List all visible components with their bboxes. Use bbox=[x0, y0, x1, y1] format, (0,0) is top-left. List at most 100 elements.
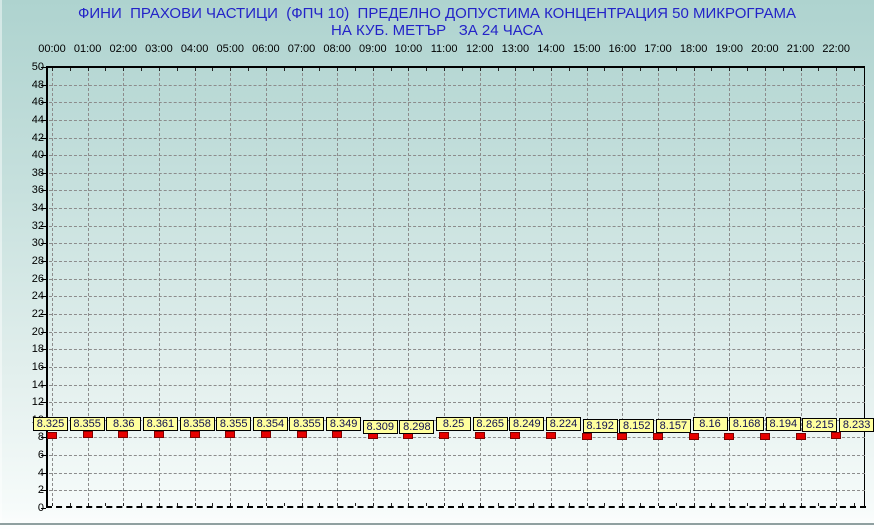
horizontal-gridline bbox=[49, 243, 865, 245]
bottom-axis-minor-tick bbox=[604, 503, 606, 506]
top-axis-minor-tick bbox=[194, 68, 196, 71]
data-value-label: 8.157 bbox=[655, 419, 691, 433]
y-axis-tick bbox=[41, 190, 46, 192]
vertical-gridline bbox=[551, 68, 553, 506]
y-tick-label: 32 bbox=[31, 219, 44, 232]
bottom-axis-minor-tick bbox=[551, 503, 553, 506]
horizontal-gridline bbox=[49, 313, 865, 315]
top-axis-minor-tick bbox=[568, 68, 570, 71]
top-axis-minor-tick bbox=[800, 68, 802, 71]
horizontal-gridline bbox=[49, 384, 865, 386]
top-axis-minor-tick bbox=[551, 68, 553, 71]
data-point-marker bbox=[474, 432, 485, 440]
x-tick-label: 11:00 bbox=[430, 43, 458, 55]
y-tick-label: 4 bbox=[8, 467, 44, 479]
y-tick-label: 12 bbox=[31, 396, 44, 409]
vertical-gridline bbox=[515, 68, 517, 506]
bottom-axis-minor-tick bbox=[248, 503, 250, 506]
vertical-gridline bbox=[444, 68, 446, 506]
chart-title: ФИНИ ПРАХОВИ ЧАСТИЦИ (ФПЧ 10) ПРЕДЕЛНО Д… bbox=[0, 5, 874, 39]
horizontal-gridline bbox=[49, 366, 865, 368]
horizontal-gridline bbox=[49, 455, 865, 457]
data-value-label: 8.215 bbox=[802, 418, 838, 432]
vertical-gridline bbox=[158, 68, 160, 506]
y-tick-label: 8 bbox=[8, 431, 44, 443]
x-tick-label: 20:00 bbox=[751, 43, 779, 55]
bottom-axis-minor-tick bbox=[87, 503, 89, 506]
vertical-gridline bbox=[408, 68, 410, 506]
bottom-axis-minor-tick bbox=[194, 503, 196, 506]
data-point-marker bbox=[759, 432, 770, 440]
data-value-label: 8.168 bbox=[729, 417, 765, 431]
top-axis-minor-tick bbox=[354, 68, 356, 71]
y-tick-label: 42 bbox=[31, 131, 44, 144]
vertical-gridline bbox=[87, 68, 89, 506]
y-axis-tick bbox=[41, 102, 46, 104]
top-axis-minor-tick bbox=[604, 68, 606, 71]
x-axis-baseline bbox=[46, 506, 866, 508]
data-value-label: 8.192 bbox=[582, 419, 618, 433]
horizontal-gridline bbox=[49, 190, 865, 192]
top-axis-minor-tick bbox=[836, 68, 838, 71]
top-axis-minor-tick bbox=[69, 68, 71, 71]
top-axis-minor-tick bbox=[515, 68, 517, 71]
bottom-axis-minor-tick bbox=[319, 503, 321, 506]
data-point-marker bbox=[225, 431, 236, 439]
horizontal-gridline bbox=[49, 331, 865, 333]
bottom-axis-minor-tick bbox=[301, 503, 303, 506]
bottom-axis-minor-tick bbox=[212, 503, 214, 506]
y-axis-tick bbox=[41, 366, 46, 368]
top-axis-minor-tick bbox=[408, 68, 410, 71]
top-axis-minor-tick bbox=[390, 68, 392, 71]
bottom-axis-minor-tick bbox=[782, 503, 784, 506]
y-axis-tick bbox=[41, 278, 46, 280]
bottom-axis-minor-tick bbox=[693, 503, 695, 506]
y-tick-label: 28 bbox=[31, 255, 44, 268]
horizontal-gridline bbox=[49, 402, 865, 404]
x-tick-label: 21:00 bbox=[786, 43, 815, 55]
x-tick-label: 14:00 bbox=[537, 43, 565, 55]
bottom-axis-minor-tick bbox=[854, 503, 855, 506]
data-point-marker bbox=[581, 432, 592, 440]
plot-area bbox=[46, 66, 865, 507]
top-axis-minor-tick bbox=[52, 68, 53, 71]
horizontal-gridline bbox=[49, 137, 865, 139]
vertical-gridline bbox=[764, 68, 766, 506]
top-axis-minor-tick bbox=[854, 68, 855, 71]
top-axis-minor-tick bbox=[176, 68, 178, 71]
bottom-axis-minor-tick bbox=[426, 503, 428, 506]
x-tick-label: 05:00 bbox=[216, 43, 244, 55]
vertical-gridline bbox=[693, 68, 695, 506]
data-value-label: 8.16 bbox=[692, 417, 728, 431]
data-value-label: 8.349 bbox=[326, 417, 362, 431]
x-tick-label: 01:00 bbox=[73, 43, 102, 55]
x-tick-label: 19:00 bbox=[715, 43, 744, 55]
y-axis-tick bbox=[41, 349, 46, 351]
horizontal-gridline bbox=[49, 102, 865, 104]
y-axis-tick bbox=[41, 296, 46, 298]
y-axis-tick bbox=[41, 225, 46, 227]
top-axis-minor-tick bbox=[729, 68, 731, 71]
top-axis-minor-tick bbox=[782, 68, 784, 71]
top-axis-minor-tick bbox=[301, 68, 303, 71]
bottom-axis-minor-tick bbox=[622, 503, 624, 506]
data-point-marker bbox=[439, 432, 450, 440]
bottom-axis-minor-tick bbox=[337, 503, 339, 506]
y-tick-label: 20 bbox=[31, 325, 44, 338]
bottom-axis-minor-tick bbox=[764, 503, 766, 506]
top-axis-minor-tick bbox=[158, 68, 160, 71]
top-axis-minor-tick bbox=[444, 68, 446, 71]
bottom-axis-minor-tick bbox=[265, 503, 267, 506]
data-point-marker bbox=[153, 431, 164, 439]
y-tick-label: 38 bbox=[31, 166, 44, 179]
bottom-axis-minor-tick bbox=[69, 503, 71, 506]
x-tick-label: 13:00 bbox=[501, 43, 530, 55]
bottom-axis-minor-tick bbox=[568, 503, 570, 506]
data-value-label: 8.325 bbox=[33, 417, 68, 431]
x-tick-label: 16:00 bbox=[608, 43, 637, 55]
y-tick-label: 0 bbox=[8, 502, 44, 514]
data-point-marker bbox=[546, 432, 557, 440]
bottom-axis-minor-tick bbox=[283, 503, 285, 506]
x-tick-label: 00:00 bbox=[38, 43, 66, 55]
bottom-axis-minor-tick bbox=[479, 503, 481, 506]
